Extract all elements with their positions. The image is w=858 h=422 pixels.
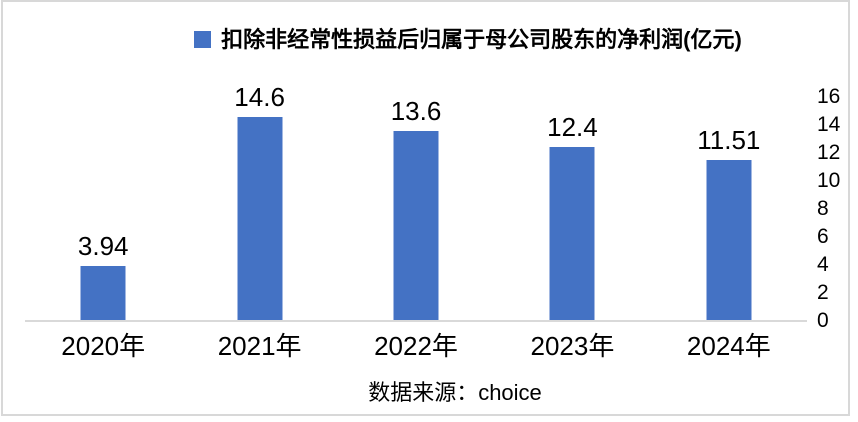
y-axis-tick-label: 6 xyxy=(817,225,829,248)
bar-value-label: 11.51 xyxy=(697,125,761,155)
legend-marker-icon xyxy=(194,31,212,48)
x-axis-line xyxy=(25,320,807,322)
bar-column: 14.6 xyxy=(181,83,337,321)
x-axis-tick-label: 2022年 xyxy=(374,331,458,361)
bar-value-label: 12.4 xyxy=(547,112,598,142)
y-axis-tick-label: 8 xyxy=(817,197,829,220)
y-axis-tick-label: 10 xyxy=(817,169,841,192)
bar xyxy=(80,266,126,321)
source-note: 数据来源：choice xyxy=(368,380,542,405)
bar-column: 13.6 xyxy=(338,97,494,321)
chart-legend: 扣除非经常性损益后归属于母公司股东的净利润(亿元) xyxy=(0,27,858,53)
plot-area: 3.94 14.6 13.6 12.4 11.51 xyxy=(25,83,807,321)
bar xyxy=(706,160,752,321)
bar-column: 12.4 xyxy=(494,97,650,321)
y-axis-tick-label: 4 xyxy=(817,253,829,276)
chart-title: 扣除非经常性损益后归属于母公司股东的净利润(亿元) xyxy=(221,27,742,52)
y-axis-tick-label: 0 xyxy=(817,309,829,332)
y-axis-tick-label: 12 xyxy=(817,141,841,164)
bar-column: 3.94 xyxy=(25,97,181,321)
bar xyxy=(237,117,283,321)
bar-value-label: 14.6 xyxy=(234,82,285,112)
x-axis-tick-label: 2023年 xyxy=(530,331,615,361)
bar-column: 11.51 xyxy=(651,97,807,321)
bar-value-label: 3.94 xyxy=(77,231,129,261)
x-axis-labels: 2020年 2021年 2022年 2023年 2024年 xyxy=(25,331,807,361)
x-axis-tick-label: 2020年 xyxy=(61,331,146,361)
bar xyxy=(393,131,439,321)
x-axis-tick-label: 2021年 xyxy=(217,331,302,361)
bar xyxy=(549,147,595,321)
y-axis-tick-label: 14 xyxy=(817,113,841,136)
x-axis-tick-label: 2024年 xyxy=(686,331,771,361)
y-axis-tick-label: 2 xyxy=(817,281,829,304)
y-axis-tick-label: 16 xyxy=(817,85,841,108)
bar-value-label: 13.6 xyxy=(390,96,442,126)
